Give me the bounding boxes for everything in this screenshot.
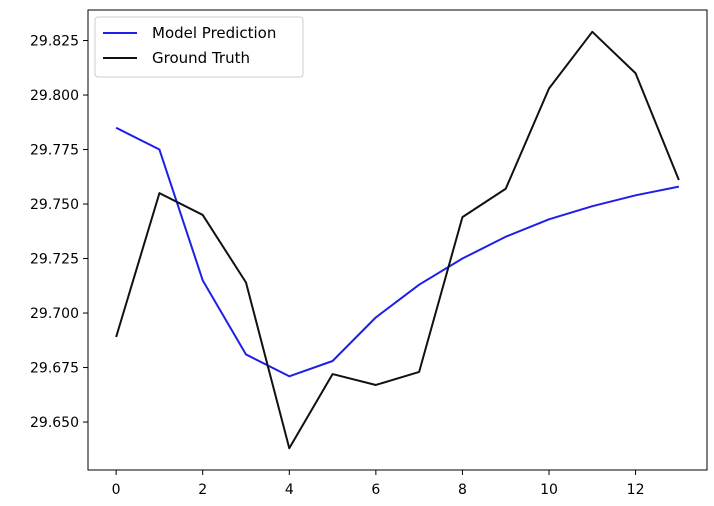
legend-label-ground-truth: Ground Truth xyxy=(152,49,250,67)
x-tick-label: 12 xyxy=(627,482,645,498)
y-tick-label: 29.725 xyxy=(30,252,79,268)
x-tick-label: 6 xyxy=(371,482,380,498)
plot-area-frame xyxy=(87,9,708,471)
y-tick-label: 29.825 xyxy=(30,34,79,50)
x-axis: 0 2 4 6 8 10 12 xyxy=(112,470,645,498)
series-layer xyxy=(115,30,680,450)
legend-box xyxy=(94,16,304,78)
y-tick-label: 29.700 xyxy=(30,306,79,322)
y-tick-label: 29.750 xyxy=(30,197,79,213)
x-tick-label: 0 xyxy=(112,482,121,498)
y-tick-label: 29.800 xyxy=(30,88,79,104)
x-tick-label: 4 xyxy=(285,482,294,498)
x-tick-label: 10 xyxy=(540,482,558,498)
y-tick-label: 29.650 xyxy=(30,415,79,431)
legend: Model Prediction Ground Truth xyxy=(94,16,304,78)
x-tick-label: 8 xyxy=(458,482,467,498)
y-tick-label: 29.675 xyxy=(30,361,79,377)
series-line-ground-truth xyxy=(115,30,680,450)
y-tick-label: 29.775 xyxy=(30,143,79,159)
series-line-model-prediction xyxy=(115,126,680,378)
x-tick-label: 2 xyxy=(198,482,207,498)
legend-label-model-prediction: Model Prediction xyxy=(152,24,276,42)
y-axis: 29.650 29.675 29.700 29.725 29.750 29.775 29.8… xyxy=(30,34,88,431)
